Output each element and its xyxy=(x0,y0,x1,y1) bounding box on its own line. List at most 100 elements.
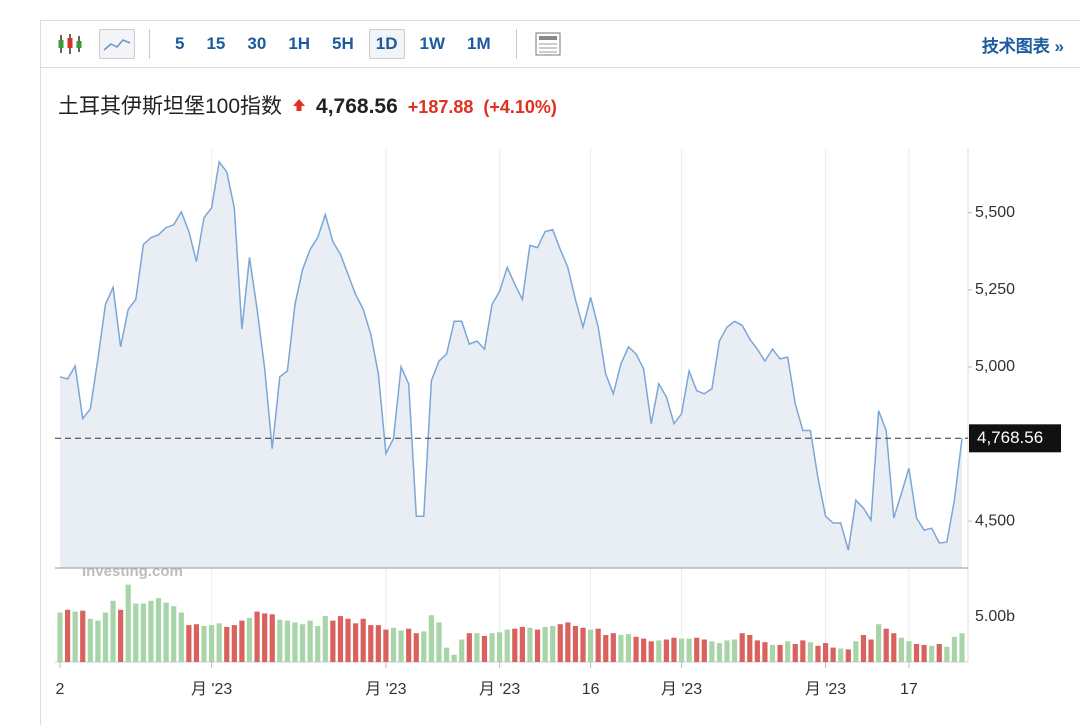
volume-bar xyxy=(231,625,237,662)
volume-bar xyxy=(118,609,124,662)
line-button[interactable] xyxy=(99,29,135,59)
interval-button[interactable]: 1M xyxy=(467,34,491,53)
volume-bar xyxy=(277,619,283,662)
volume-bar xyxy=(686,638,692,662)
volume-bar xyxy=(322,616,328,662)
interval-button[interactable]: 5H xyxy=(332,34,354,53)
volume-bar xyxy=(815,645,821,662)
volume-bar xyxy=(133,603,139,662)
volume-bar xyxy=(337,616,344,662)
volume-bar xyxy=(625,634,632,662)
interval-button[interactable]: 1H xyxy=(288,34,311,53)
volume-bar xyxy=(497,632,503,662)
volume-bar xyxy=(580,627,586,662)
volume-bar xyxy=(466,633,472,662)
volume-bar xyxy=(398,630,404,662)
line-icon xyxy=(103,39,131,51)
volume-bar xyxy=(641,638,647,662)
volume-bar xyxy=(239,620,245,662)
volume-bar xyxy=(474,633,480,662)
volume-bar xyxy=(57,612,63,662)
volume-bar xyxy=(360,618,366,662)
volume-bar xyxy=(656,640,662,662)
volume-bar xyxy=(436,622,442,662)
volume-bar xyxy=(246,617,253,662)
interval-button[interactable]: 15 xyxy=(206,34,226,53)
volume-bar xyxy=(724,640,730,662)
volume-bar xyxy=(951,636,958,662)
volume-bar xyxy=(428,615,435,662)
last-price-box xyxy=(969,424,1061,453)
candlestick-button[interactable] xyxy=(53,30,87,58)
volume-bar xyxy=(792,644,798,662)
volume-bar xyxy=(315,626,321,662)
y-tick-label: 5,250 xyxy=(975,281,1015,298)
interval-button[interactable]: 30 xyxy=(247,34,267,53)
volume-bar xyxy=(701,639,707,662)
volume-bar xyxy=(572,626,579,662)
volume-bar xyxy=(353,623,359,662)
volume-tick-label: 5.00b xyxy=(975,608,1015,625)
y-tick-label: 4,500 xyxy=(975,512,1015,529)
interval-group: 5 15 30 1H 5H 1D 1W 1M xyxy=(164,29,502,59)
volume-bar xyxy=(330,620,336,662)
interval-button[interactable]: 1W xyxy=(419,34,446,53)
x-tick-label: 月 '23 xyxy=(191,681,232,698)
y-tick-label: 5,000 xyxy=(975,358,1015,375)
volume-bar xyxy=(208,625,215,662)
toolbar: 5 15 30 1H 5H 1D 1W 1M 技术图表 » xyxy=(40,20,1080,68)
volume-bar xyxy=(512,628,518,662)
volume-bar xyxy=(921,644,927,662)
layout-icon xyxy=(535,32,561,56)
technical-chart-link[interactable]: 技术图表 » xyxy=(981,36,1064,56)
panel-border xyxy=(40,68,41,725)
separator xyxy=(149,29,150,59)
candlestick-icon xyxy=(58,34,82,54)
volume-bar xyxy=(830,647,836,662)
volume-bar xyxy=(421,631,427,662)
volume-bar xyxy=(102,612,109,662)
layout-button[interactable] xyxy=(531,30,565,58)
volume-bar xyxy=(929,645,935,662)
volume-bar xyxy=(769,644,776,662)
volume-bar xyxy=(913,644,920,662)
volume-bar xyxy=(171,606,177,662)
volume-bar xyxy=(72,611,78,662)
volume-bar xyxy=(868,639,874,662)
area-fill xyxy=(60,161,962,568)
volume-bar xyxy=(694,637,700,662)
interval-button[interactable]: 1D xyxy=(368,29,405,59)
volume-bar xyxy=(155,598,162,662)
volume-bar xyxy=(853,641,859,662)
volume-bar xyxy=(368,625,374,662)
last-price-label: 4,768.56 xyxy=(977,428,1043,447)
volume-bar xyxy=(148,600,154,662)
volume-bar xyxy=(587,629,594,662)
volume-bar xyxy=(284,620,290,662)
volume-bar xyxy=(125,584,131,662)
volume-bar xyxy=(193,624,200,662)
volume-bar xyxy=(224,626,230,662)
volume-bar xyxy=(216,623,222,662)
volume-bar xyxy=(534,629,541,662)
volume-bar xyxy=(906,641,912,662)
volume-bar xyxy=(443,647,450,662)
volume-bar xyxy=(603,635,609,662)
volume-bar xyxy=(595,628,601,662)
volume-bar xyxy=(959,633,965,662)
volume-bar xyxy=(489,633,495,662)
volume-bar xyxy=(800,640,806,662)
up-arrow xyxy=(293,99,306,111)
volume-bar xyxy=(262,613,268,662)
volume-bar xyxy=(269,614,275,662)
volume-bar xyxy=(891,633,897,662)
interval-button[interactable]: 5 xyxy=(175,34,185,53)
quote-header: 土耳其伊斯坦堡100指数 4,768.56 +187.88 (+4.10%) xyxy=(58,90,557,120)
volume-bar xyxy=(754,640,760,662)
volume-bar xyxy=(936,644,942,662)
volume-bar xyxy=(406,628,412,662)
volume-bar xyxy=(292,622,298,662)
volume-bar xyxy=(504,629,510,662)
volume-bar xyxy=(451,654,457,662)
